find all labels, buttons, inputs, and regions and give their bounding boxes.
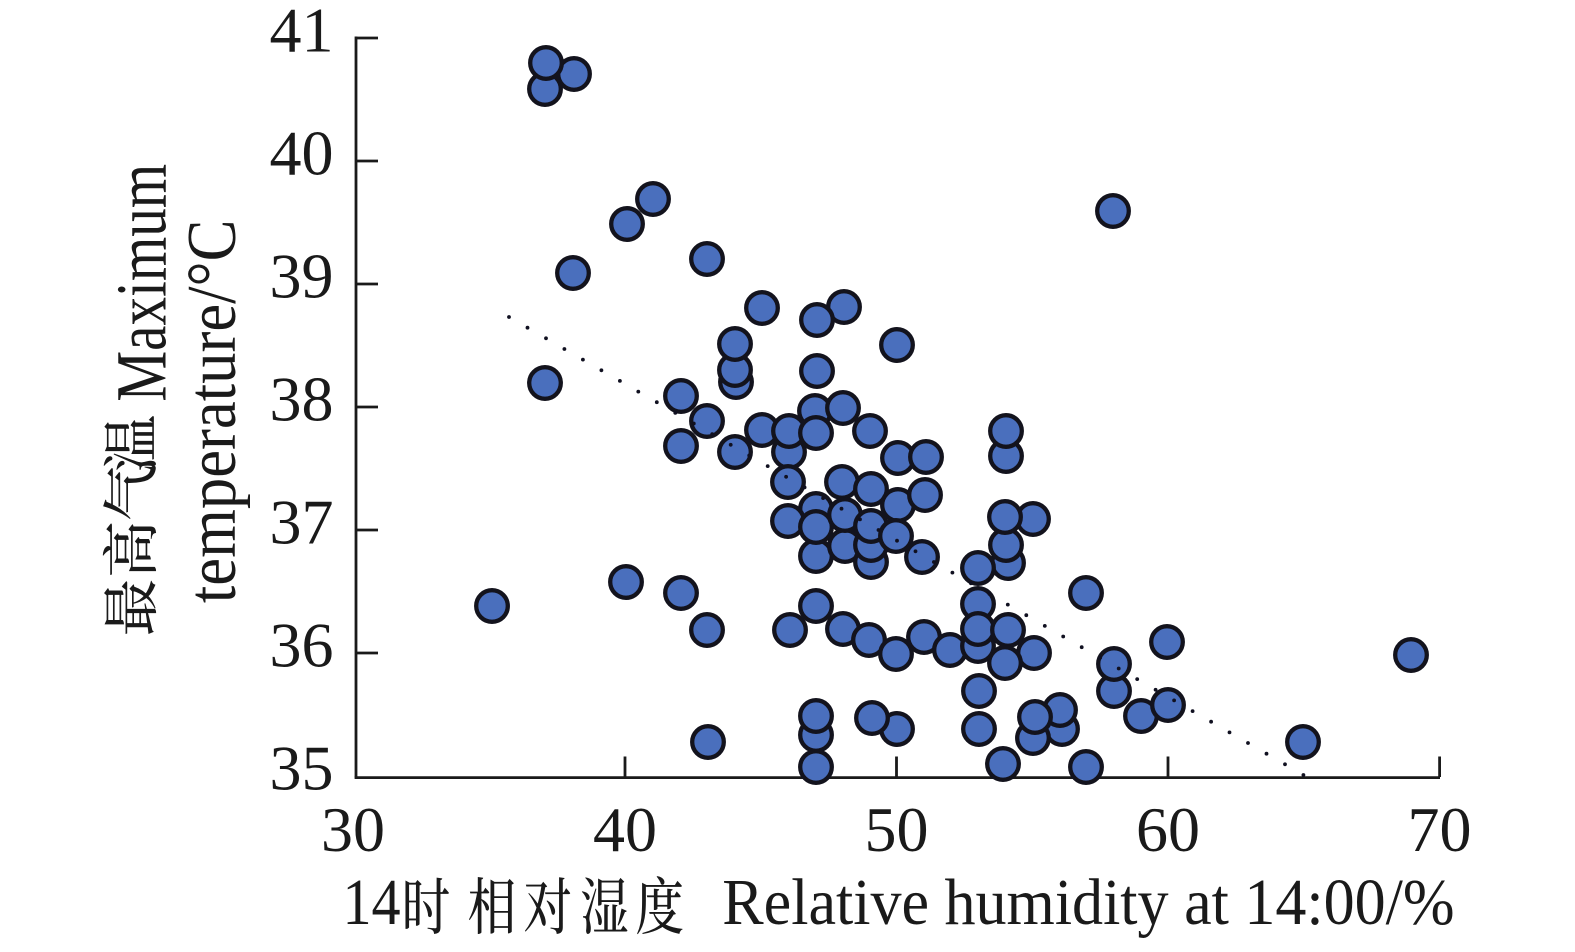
svg-text:41: 41: [270, 0, 334, 66]
svg-text:39: 39: [270, 241, 334, 312]
svg-text:14: 14: [343, 867, 401, 939]
svg-text:50: 50: [865, 794, 929, 865]
svg-text:40: 40: [270, 118, 334, 189]
svg-text:37: 37: [270, 487, 334, 558]
svg-text:40: 40: [593, 794, 657, 865]
svg-text:Maximum: Maximum: [101, 164, 182, 402]
svg-text:36: 36: [270, 610, 334, 681]
svg-text:Relative humidity at 14:00/%: Relative humidity at 14:00/%: [722, 867, 1454, 939]
svg-text:38: 38: [270, 364, 334, 435]
svg-text:30: 30: [321, 794, 385, 865]
svg-text:70: 70: [1408, 794, 1472, 865]
svg-text:60: 60: [1136, 794, 1200, 865]
svg-text:35: 35: [270, 733, 334, 804]
svg-text:temperature/°C: temperature/°C: [174, 220, 251, 604]
